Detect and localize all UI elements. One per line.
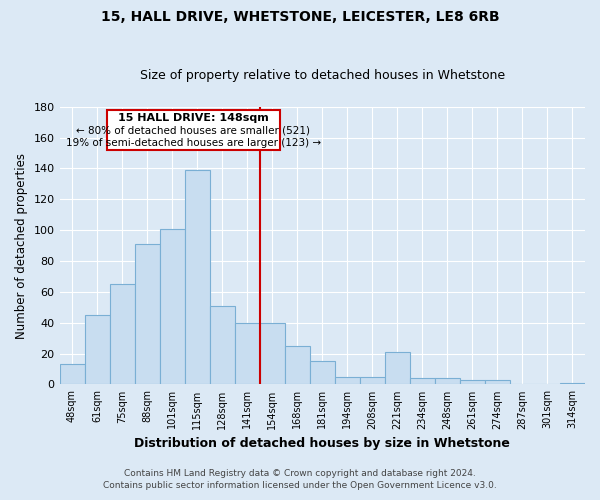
Bar	[260, 322, 285, 384]
Bar	[134, 244, 160, 384]
Text: 15 HALL DRIVE: 148sqm: 15 HALL DRIVE: 148sqm	[118, 113, 269, 123]
Bar	[59, 364, 85, 384]
Text: Contains HM Land Registry data © Crown copyright and database right 2024.
Contai: Contains HM Land Registry data © Crown c…	[103, 468, 497, 490]
Y-axis label: Number of detached properties: Number of detached properties	[15, 152, 28, 338]
Bar	[460, 380, 485, 384]
Bar	[110, 284, 134, 384]
Bar	[85, 315, 110, 384]
Title: Size of property relative to detached houses in Whetstone: Size of property relative to detached ho…	[140, 69, 505, 82]
Bar	[485, 380, 510, 384]
Bar	[435, 378, 460, 384]
Bar	[209, 306, 235, 384]
Bar	[360, 376, 385, 384]
Bar	[235, 322, 260, 384]
Bar	[160, 228, 185, 384]
Bar	[185, 170, 209, 384]
Bar	[560, 383, 585, 384]
Bar	[410, 378, 435, 384]
Text: ← 80% of detached houses are smaller (521): ← 80% of detached houses are smaller (52…	[76, 126, 310, 136]
Bar	[310, 362, 335, 384]
Text: 15, HALL DRIVE, WHETSTONE, LEICESTER, LE8 6RB: 15, HALL DRIVE, WHETSTONE, LEICESTER, LE…	[101, 10, 499, 24]
Text: 19% of semi-detached houses are larger (123) →: 19% of semi-detached houses are larger (…	[66, 138, 321, 147]
Bar	[385, 352, 410, 384]
X-axis label: Distribution of detached houses by size in Whetstone: Distribution of detached houses by size …	[134, 437, 510, 450]
Bar	[285, 346, 310, 385]
FancyBboxPatch shape	[107, 110, 280, 150]
Bar	[335, 376, 360, 384]
